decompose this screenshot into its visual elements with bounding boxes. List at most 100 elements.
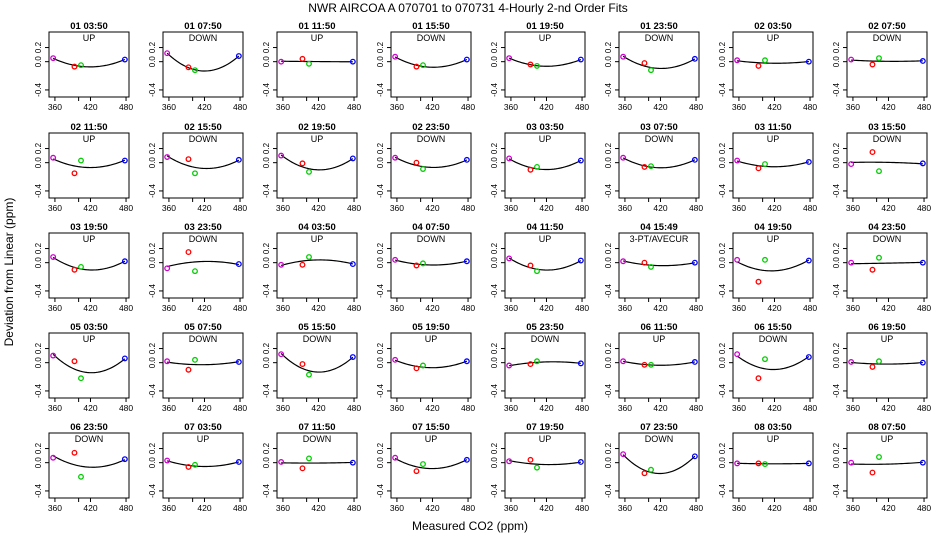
data-point xyxy=(306,254,312,260)
y-tick-label: 0.0 xyxy=(262,257,271,269)
y-tick-label: 0.2 xyxy=(148,41,157,53)
data-point xyxy=(413,365,420,372)
data-point xyxy=(235,359,242,365)
fit-curve xyxy=(281,461,353,464)
x-tick-label: 480 xyxy=(689,102,703,112)
x-tick-label: 480 xyxy=(803,203,817,213)
data-point xyxy=(121,456,128,463)
data-point xyxy=(805,159,812,165)
y-tick-label: -0.4 xyxy=(490,383,499,397)
data-point xyxy=(192,170,198,177)
panel-direction-label: DOWN xyxy=(417,33,446,43)
panel-frame xyxy=(732,432,814,499)
x-tick-label: 360 xyxy=(48,403,62,413)
x-tick-label: 420 xyxy=(83,403,97,413)
data-point xyxy=(506,362,513,369)
y-tick-label: 0.0 xyxy=(148,457,157,469)
panel-frame xyxy=(276,232,358,299)
x-tick-label: 480 xyxy=(917,503,931,513)
y-tick-label: 0.2 xyxy=(34,342,43,354)
fit-curve xyxy=(622,157,696,169)
data-point xyxy=(235,53,242,59)
y-tick-label: 0.0 xyxy=(376,357,385,369)
data-point xyxy=(420,362,426,369)
panel-title: 01 19:50 xyxy=(526,21,564,32)
data-point xyxy=(620,358,627,365)
y-tick-label: 0.2 xyxy=(376,41,385,53)
x-tick-label: 420 xyxy=(311,102,325,112)
fit-curve xyxy=(281,60,353,63)
data-point xyxy=(185,463,192,470)
panel-frame xyxy=(48,432,130,499)
x-tick-label: 480 xyxy=(917,203,931,213)
data-point xyxy=(527,61,534,68)
data-point xyxy=(848,459,855,466)
panel-direction-label: UP xyxy=(539,234,552,244)
y-tick-label: 0.0 xyxy=(34,56,43,68)
data-point xyxy=(306,371,312,378)
y-tick-label: -0.4 xyxy=(34,183,43,197)
panel-title: 04 03:50 xyxy=(298,222,336,233)
panel-direction-label: UP xyxy=(539,434,552,444)
y-tick-label: 0.2 xyxy=(604,342,613,354)
data-point xyxy=(534,268,540,275)
data-point xyxy=(420,260,426,267)
y-tick-label: 0.2 xyxy=(490,242,499,254)
data-point xyxy=(299,361,306,368)
x-tick-label: 480 xyxy=(689,503,703,513)
panel-title: 06 15:50 xyxy=(754,322,792,333)
y-tick-label: 0.0 xyxy=(604,257,613,269)
fit-curve xyxy=(52,455,126,468)
x-tick-label: 480 xyxy=(233,303,247,313)
y-tick-label: -0.4 xyxy=(604,383,613,397)
x-tick-label: 360 xyxy=(504,403,518,413)
y-tick-label: 0.0 xyxy=(376,257,385,269)
y-tick-label: 0.2 xyxy=(376,442,385,454)
data-point xyxy=(691,156,698,163)
x-tick-label: 420 xyxy=(653,203,667,213)
fit-curve xyxy=(736,355,810,371)
data-point xyxy=(691,359,698,365)
panel-frame xyxy=(846,332,928,399)
panel-direction-label: DOWN xyxy=(189,334,218,344)
fit-curve xyxy=(622,55,696,70)
data-point xyxy=(78,375,84,382)
x-tick-label: 360 xyxy=(846,203,860,213)
x-tick-label: 360 xyxy=(504,102,518,112)
panel-title: 08 07:50 xyxy=(868,422,906,433)
panel-title: 04 07:50 xyxy=(412,222,450,233)
x-tick-label: 420 xyxy=(767,102,781,112)
data-point xyxy=(392,356,399,363)
x-tick-label: 420 xyxy=(425,503,439,513)
panel-direction-label: UP xyxy=(881,434,894,444)
data-point xyxy=(185,249,192,256)
x-tick-label: 360 xyxy=(846,303,860,313)
x-tick-label: 480 xyxy=(233,102,247,112)
x-tick-label: 480 xyxy=(461,203,475,213)
panel-frame xyxy=(732,132,814,199)
panel-title: 03 07:50 xyxy=(640,122,678,133)
panel-frame xyxy=(846,232,928,299)
panel-direction-label: DOWN xyxy=(303,434,332,444)
data-point xyxy=(278,261,285,268)
data-point xyxy=(463,456,470,463)
y-tick-label: 0.0 xyxy=(490,157,499,169)
panel-frame xyxy=(162,232,244,299)
panel-title: 01 11:50 xyxy=(299,21,336,32)
panel: 04 15:493-PT/AVECUR -0.4 0.0 0.2 360 420 480 xyxy=(604,222,703,313)
fit-curve xyxy=(395,259,467,266)
x-tick-label: 360 xyxy=(390,403,404,413)
data-point xyxy=(506,155,513,162)
panel-frame xyxy=(504,432,586,499)
y-tick-label: 0.2 xyxy=(832,442,841,454)
y-tick-label: 0.2 xyxy=(262,442,271,454)
data-point xyxy=(641,163,648,170)
x-tick-label: 360 xyxy=(48,102,62,112)
